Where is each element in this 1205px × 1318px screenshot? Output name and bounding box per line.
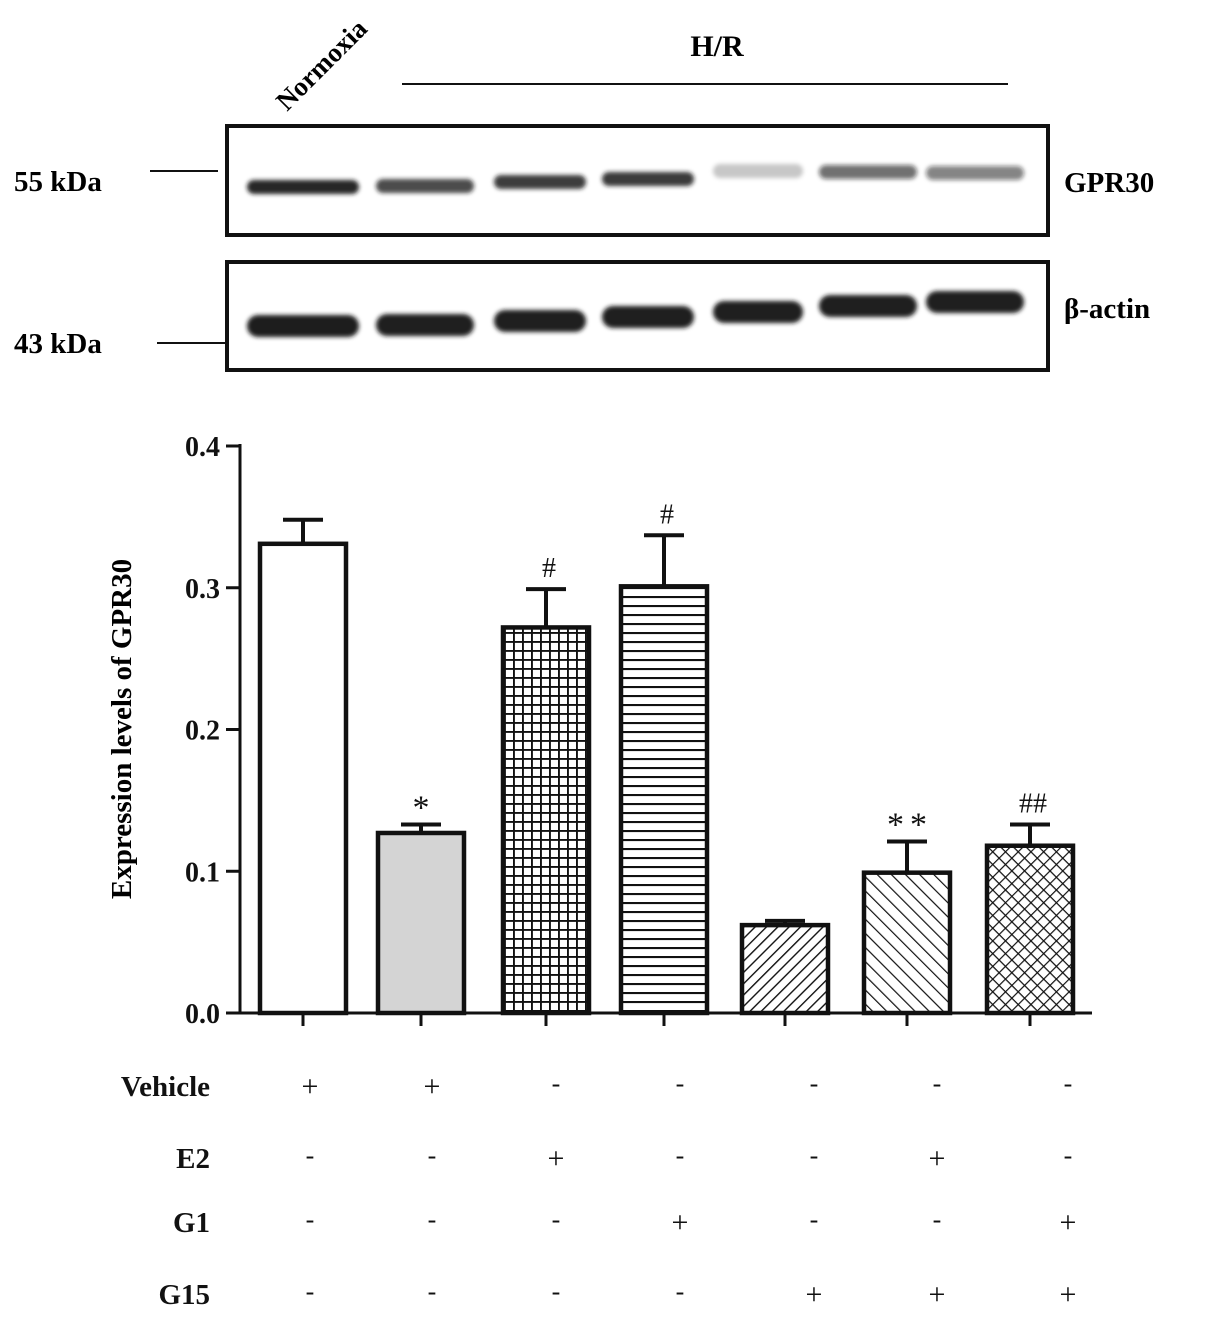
y-tick-label: 0.3 (185, 574, 220, 605)
treatment-label-e2: E2 (176, 1143, 210, 1175)
bar (500, 625, 592, 1016)
bar (984, 843, 1076, 1016)
bar-chart: Expression levels of GPR30 0.0 0.1 0.2 0.3 0… (106, 432, 1092, 1311)
treatment-table: Vehicle + + - - - - - E2 - - + - - + - G1 - - - + - - + G15 - - - - +… (121, 1069, 1077, 1311)
treatment-sign: + (1060, 1278, 1077, 1311)
significance-label: # (542, 553, 556, 584)
beta-actin-band-lane-6 (819, 295, 917, 317)
hr-label: H/R (690, 30, 744, 63)
beta-actin-band-lane-3 (494, 310, 586, 332)
treatment-sign: + (929, 1278, 946, 1311)
treatment-sign: - (306, 1141, 315, 1170)
beta-actin-band-lane-1 (247, 315, 359, 337)
treatment-sign: - (552, 1069, 561, 1098)
actin-blot-label: β-actin (1064, 293, 1150, 325)
gpr30-bands (247, 164, 1024, 194)
treatment-sign: + (672, 1206, 689, 1239)
chart-bars: *##**## (257, 499, 1076, 1026)
beta-actin-band-lane-4 (602, 306, 694, 328)
treatment-sign: - (1064, 1069, 1073, 1098)
y-tick-label: 0.4 (185, 432, 220, 463)
GPR30-band-lane-1 (247, 180, 359, 194)
treatment-sign: - (810, 1141, 819, 1170)
treatment-sign: - (306, 1205, 315, 1234)
GPR30-band-lane-5 (713, 164, 803, 178)
treatment-sign: - (676, 1141, 685, 1170)
treatment-sign: - (552, 1205, 561, 1234)
treatment-sign: + (548, 1142, 565, 1175)
GPR30-band-lane-2 (376, 179, 474, 193)
treatment-sign: + (929, 1142, 946, 1175)
treatment-sign: + (1060, 1206, 1077, 1239)
GPR30-band-lane-3 (494, 175, 586, 189)
bar (375, 830, 467, 1016)
significance-label: # (660, 499, 674, 530)
treatment-sign: - (428, 1141, 437, 1170)
treatment-sign: - (306, 1277, 315, 1306)
treatment-sign: - (428, 1205, 437, 1234)
significance-label: ** (887, 806, 933, 843)
y-tick-label: 0.0 (185, 999, 220, 1030)
treatment-label-g15: G15 (158, 1279, 210, 1311)
marker-55-label: 55 kDa (14, 166, 102, 198)
western-blot: Normoxia H/R 55 kDa 43 kDa GPR30 β-actin (14, 13, 1154, 372)
treatment-sign: - (676, 1277, 685, 1306)
bar (618, 584, 710, 1016)
beta-actin-band-lane-2 (376, 314, 474, 336)
gpr30-blot-label: GPR30 (1064, 167, 1154, 199)
actin-bands (247, 291, 1024, 337)
treatment-sign: - (933, 1205, 942, 1234)
treatment-label-g1: G1 (173, 1207, 210, 1239)
y-axis-label: Expression levels of GPR30 (106, 559, 138, 899)
y-tick-label: 0.1 (185, 857, 220, 888)
significance-label: * (413, 789, 436, 826)
treatment-label-vehicle: Vehicle (121, 1071, 210, 1103)
bar (739, 922, 831, 1016)
GPR30-band-lane-4 (602, 172, 694, 186)
normoxia-label: Normoxia (270, 13, 373, 116)
treatment-sign: - (810, 1069, 819, 1098)
treatment-sign: - (810, 1205, 819, 1234)
bar (257, 541, 349, 1016)
beta-actin-band-lane-5 (713, 301, 803, 323)
marker-43-label: 43 kDa (14, 328, 102, 360)
beta-actin-band-lane-7 (926, 291, 1024, 313)
GPR30-band-lane-6 (819, 165, 917, 179)
treatment-sign: - (1064, 1141, 1073, 1170)
GPR30-band-lane-7 (926, 166, 1024, 180)
treatment-sign: - (676, 1069, 685, 1098)
treatment-sign: - (552, 1277, 561, 1306)
treatment-sign: + (424, 1070, 441, 1103)
y-tick-label: 0.2 (185, 716, 220, 747)
significance-label: ## (1019, 788, 1047, 819)
treatment-sign: - (933, 1069, 942, 1098)
treatment-sign: + (806, 1278, 823, 1311)
bar (861, 870, 953, 1016)
treatment-sign: - (428, 1277, 437, 1306)
treatment-sign: + (302, 1070, 319, 1103)
